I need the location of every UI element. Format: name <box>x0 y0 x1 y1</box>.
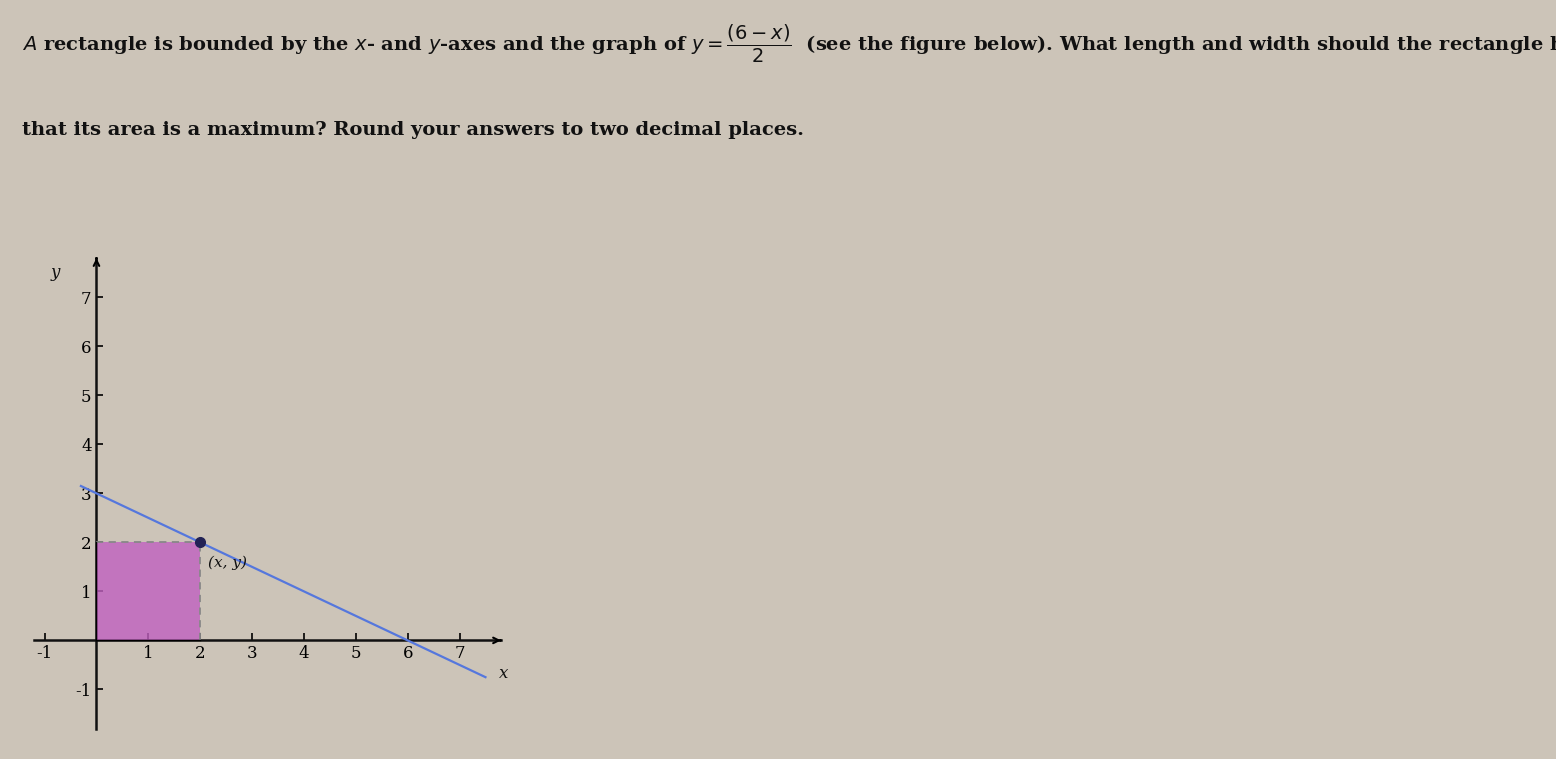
Text: (x, y): (x, y) <box>209 556 247 570</box>
Bar <box>96 543 201 641</box>
Text: that its area is a maximum? Round your answers to two decimal places.: that its area is a maximum? Round your a… <box>22 121 804 140</box>
Text: $\mathit{A}$ rectangle is bounded by the $\mathit{x}$- and $\mathit{y}$-axes and: $\mathit{A}$ rectangle is bounded by the… <box>22 23 1556 65</box>
Text: y: y <box>51 264 61 282</box>
Text: x: x <box>499 665 509 682</box>
